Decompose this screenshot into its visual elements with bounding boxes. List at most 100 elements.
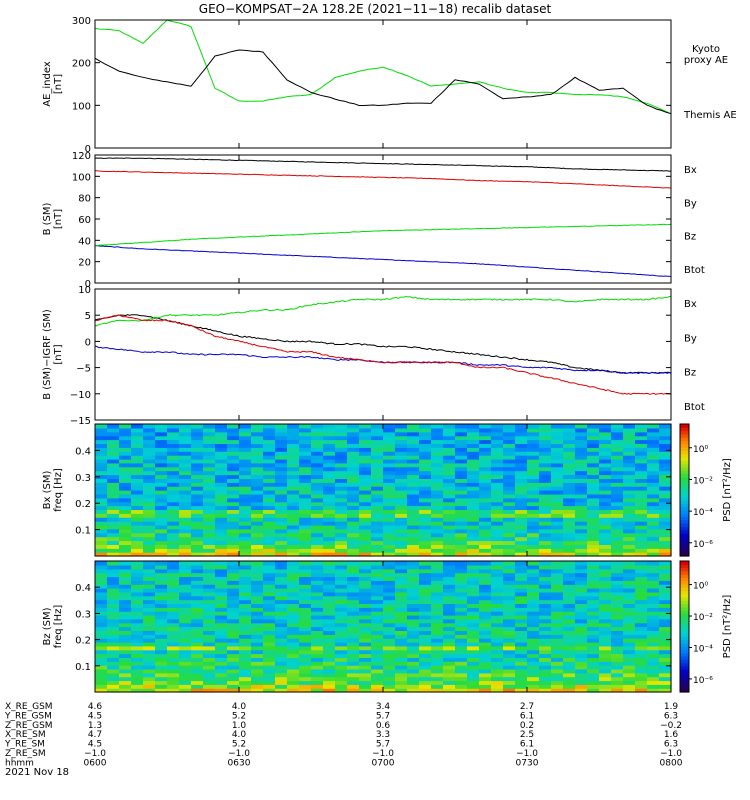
heatmap-cell xyxy=(275,634,288,639)
heatmap-cell xyxy=(203,622,216,628)
heatmap-cell xyxy=(467,544,480,549)
heatmap-cell xyxy=(347,509,360,514)
heatmap-cell xyxy=(347,424,360,429)
heatmap-cell xyxy=(551,544,564,549)
heatmap-cell xyxy=(239,517,252,522)
heatmap-cell xyxy=(155,524,168,530)
heatmap-cell xyxy=(479,552,492,557)
heatmap-cell xyxy=(371,607,384,612)
heatmap-cell xyxy=(155,614,168,620)
heatmap-cell xyxy=(359,424,372,429)
heatmap-cell xyxy=(167,618,180,624)
heatmap-cell xyxy=(527,540,540,545)
colorbar-step xyxy=(680,662,689,667)
heatmap-cell xyxy=(443,478,456,483)
x-tick-label: 0600 xyxy=(84,758,107,768)
heatmap-cell xyxy=(431,626,444,631)
heatmap-cell xyxy=(347,458,360,464)
heatmap-cell xyxy=(455,561,468,566)
heatmap-cell xyxy=(599,447,612,452)
heatmap-cell xyxy=(623,431,636,437)
heatmap-cell xyxy=(539,564,552,570)
heatmap-cell xyxy=(131,524,144,530)
heatmap-cell xyxy=(251,622,264,628)
heatmap-cell xyxy=(215,427,228,433)
heatmap-cell xyxy=(551,431,564,437)
heatmap-cell xyxy=(263,665,276,670)
heatmap-cell xyxy=(635,482,648,487)
heatmap-cell xyxy=(575,688,588,693)
heatmap-cell xyxy=(575,439,588,444)
heatmap-cell xyxy=(239,630,252,635)
heatmap-cell xyxy=(311,443,324,448)
spectrogram xyxy=(95,561,672,693)
heatmap-cell xyxy=(167,684,180,689)
heatmap-cell xyxy=(623,661,636,666)
heatmap-cell xyxy=(431,478,444,483)
heatmap-cell xyxy=(95,458,108,464)
heatmap-cell xyxy=(539,668,552,674)
heatmap-cell xyxy=(467,661,480,666)
heatmap-cell xyxy=(119,486,132,491)
heatmap-cell xyxy=(407,474,420,479)
heatmap-cell xyxy=(551,493,564,499)
heatmap-cell xyxy=(143,561,156,566)
heatmap-cell xyxy=(407,653,420,658)
heatmap-cell xyxy=(359,630,372,635)
heatmap-cell xyxy=(563,493,576,499)
colorbar-step xyxy=(680,443,689,448)
heatmap-cell xyxy=(335,424,348,429)
heatmap-cell xyxy=(251,591,264,597)
heatmap-cell xyxy=(275,688,288,693)
heatmap-cell xyxy=(251,439,264,444)
heatmap-cell xyxy=(647,668,660,674)
heatmap-cell xyxy=(503,462,516,468)
heatmap-cell xyxy=(371,684,384,689)
heatmap-cell xyxy=(95,688,108,693)
heatmap-cell xyxy=(371,634,384,639)
heatmap-cell xyxy=(479,561,492,566)
heatmap-cell xyxy=(503,649,516,655)
heatmap-cell xyxy=(215,552,228,557)
heatmap-cell xyxy=(359,548,372,553)
heatmap-cell xyxy=(371,439,384,444)
heatmap-cell xyxy=(491,521,504,526)
heatmap-cell xyxy=(515,649,528,655)
heatmap-cell xyxy=(455,544,468,549)
heatmap-cell xyxy=(107,490,120,495)
heatmap-cell xyxy=(167,470,180,476)
heatmap-cell xyxy=(179,564,192,570)
heatmap-cell xyxy=(635,645,648,651)
heatmap-cell xyxy=(155,470,168,476)
heatmap-cell xyxy=(179,626,192,631)
heatmap-cell xyxy=(299,544,312,549)
heatmap-cell xyxy=(191,424,204,429)
heatmap-cell xyxy=(551,509,564,514)
heatmap-cell xyxy=(299,688,312,693)
heatmap-cell xyxy=(179,540,192,545)
heatmap-cell xyxy=(467,576,480,581)
heatmap-cell xyxy=(155,536,168,542)
heatmap-cell xyxy=(203,645,216,651)
heatmap-cell xyxy=(383,603,396,608)
heatmap-cell xyxy=(311,478,324,483)
heatmap-cell xyxy=(239,497,252,503)
heatmap-cell xyxy=(299,645,312,651)
heatmap-cell xyxy=(107,451,120,456)
heatmap-cell xyxy=(659,622,672,628)
heatmap-cell xyxy=(659,493,672,499)
heatmap-cell xyxy=(347,431,360,437)
heatmap-cell xyxy=(131,591,144,597)
heatmap-cell xyxy=(143,536,156,542)
heatmap-cell xyxy=(647,611,660,616)
heatmap-cell xyxy=(107,638,120,643)
heatmap-cell xyxy=(107,676,120,682)
heatmap-cell xyxy=(443,657,456,662)
heatmap-cell xyxy=(575,618,588,624)
series-line-btot xyxy=(94,157,672,172)
heatmap-cell xyxy=(599,599,612,604)
heatmap-cell xyxy=(179,688,192,693)
heatmap-cell xyxy=(587,458,600,464)
heatmap-cell xyxy=(563,455,576,460)
heatmap-cell xyxy=(647,431,660,437)
